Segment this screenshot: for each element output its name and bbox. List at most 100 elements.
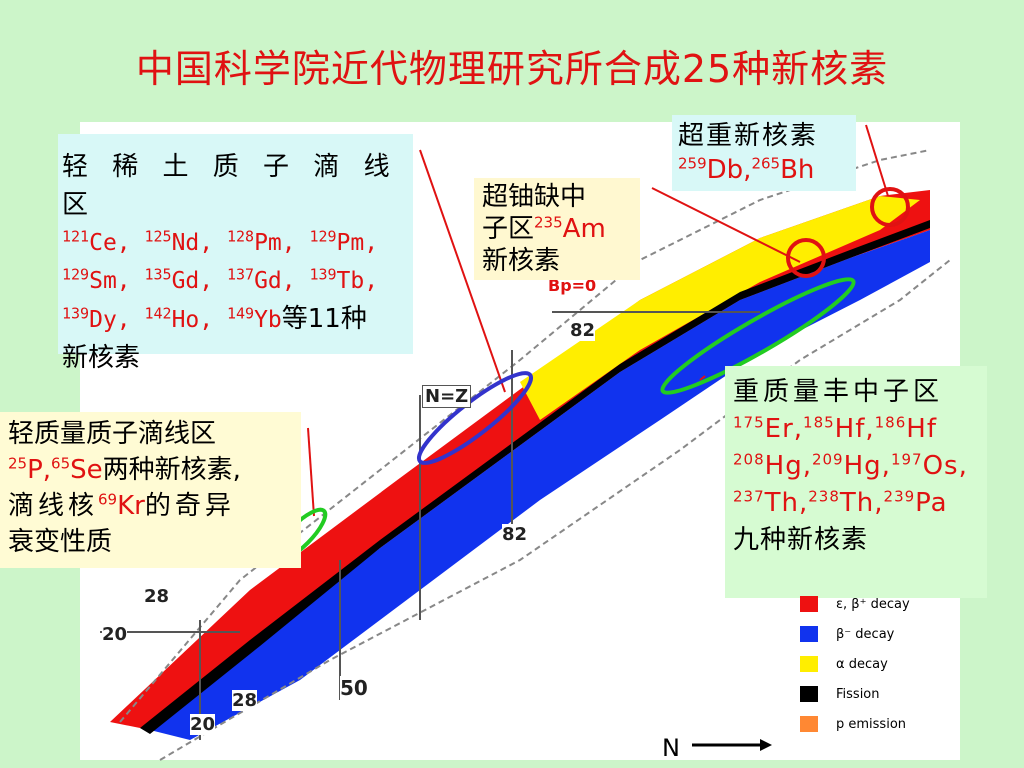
highlight-red-bh [870, 187, 910, 227]
element-symbol: Pa [915, 488, 948, 518]
light-dripline-box: 轻质量质子滴线区 25P,65Se两种新核素, 滴线核69Kr的奇异 衰变性质 [0, 412, 301, 568]
light-rare-earth-box: 轻 稀 土 质 子 滴 线 区 121Ce, 125Nd, 128Pm, 129… [58, 134, 413, 373]
legend-item: Fission [800, 684, 970, 706]
lrp-line1: 121Ce, 125Nd, 128Pm, 129Pm, [62, 224, 411, 262]
ldr-line2-tail: 两种新核素, [102, 455, 241, 485]
ldr-line2: 25P,65Se两种新核素, [8, 452, 301, 488]
legend-label: p emission [836, 717, 907, 732]
ldr-line3: 滴线核69Kr的奇异 [8, 488, 301, 524]
lrp-heading: 轻 稀 土 质 子 滴 线 区 [62, 152, 398, 220]
hnr-heading: 重质量丰中子区 [733, 377, 944, 407]
element-symbol: Tb, [336, 268, 379, 294]
legend-swatch [800, 626, 818, 642]
mass-number: 129 [62, 265, 90, 284]
element-symbol: Hf [906, 414, 937, 444]
legend-item: ε, β⁺ decay [800, 594, 970, 616]
mass-number: 25 [8, 454, 28, 473]
magic-20-bottom: 20 [190, 714, 216, 735]
arrow-head [760, 739, 772, 751]
element-symbol: Ce, [89, 230, 145, 256]
heavy-neutron-rich-box: 重质量丰中子区 175Er,185Hf,186Hf 208Hg,209Hg,19… [725, 366, 987, 598]
mass-number: 186 [874, 413, 907, 432]
magic-82-mid: 82 [502, 524, 528, 545]
element-symbol: Th, [839, 488, 884, 518]
element-symbol: Db, [706, 155, 752, 185]
mass-number: 128 [226, 227, 255, 246]
magic-82-top: 82 [570, 320, 596, 341]
mass-number: 121 [62, 227, 90, 246]
legend-swatch [800, 656, 818, 672]
lrp-line4: 新核素 [62, 343, 141, 373]
legend-item: β⁻ decay [800, 624, 970, 646]
callout-line [865, 124, 889, 197]
element-symbol: Kr [117, 491, 145, 521]
mass-number: 238 [808, 487, 840, 506]
ldr-line1: 轻质量质子滴线区 [8, 419, 217, 449]
mass-number: 139 [62, 304, 90, 323]
element-symbol: Pm, [336, 230, 379, 256]
mass-number: 265 [751, 154, 781, 173]
hnr-line4: 237Th,238Th,239Pa [733, 485, 987, 522]
sh-heading: 超重新核素 [678, 121, 819, 151]
uranium-deficient-box: 超铀缺中 子区235Am 新核素 [474, 178, 640, 280]
element-symbol: Er, [764, 414, 804, 444]
magic-50: 50 [340, 676, 368, 700]
mass-number: 237 [733, 487, 765, 506]
mass-number: 69 [98, 490, 118, 509]
element-symbol: Hf, [834, 414, 875, 444]
hnr-line3: 208Hg,209Hg,197Os, [733, 448, 987, 485]
ud-nuclide: 235Am [534, 214, 606, 244]
callout-line [651, 187, 801, 263]
mass-number: 208 [733, 450, 765, 469]
legend-item: α decay [800, 654, 970, 676]
mass-number: 239 [883, 487, 916, 506]
legend-swatch [800, 686, 818, 702]
mass-number: 129 [309, 227, 337, 246]
element-symbol: Bh [780, 155, 815, 185]
legend-label: Fission [836, 687, 880, 702]
axis-n-label: N [662, 734, 680, 762]
element-symbol: Am [562, 214, 606, 244]
mass-number: 139 [309, 265, 337, 284]
element-symbol: Ho, [171, 307, 227, 333]
element-symbol: Sm, [89, 268, 145, 294]
sh-nuclides: 259Db,265Bh [678, 153, 856, 187]
ud-prefix: 子区 [482, 214, 535, 244]
mass-number: 65 [51, 454, 71, 473]
element-symbol: Yb [254, 307, 282, 333]
element-symbol: P, [27, 455, 52, 485]
element-symbol: Pm, [254, 230, 310, 256]
magic-20-left: 20 [102, 624, 128, 645]
ldr-nuclides: 25P,65Se [8, 455, 103, 485]
element-symbol: Gd, [254, 268, 310, 294]
ud-line1: 超铀缺中 [482, 182, 587, 212]
nz-label: N=Z [422, 385, 472, 408]
ldr-nuclide3: 69Kr [98, 491, 145, 521]
legend-label: α decay [836, 657, 888, 672]
lrp-line3: 139Dy, 142Ho, 149Yb等11种 [62, 300, 411, 339]
callout-line [699, 375, 706, 381]
mass-number: 125 [144, 227, 172, 246]
element-symbol: Hg, [764, 451, 812, 481]
mass-number: 149 [226, 304, 255, 323]
lrp-line3-tail: 等11种 [281, 304, 367, 334]
element-symbol: Os, [922, 451, 968, 481]
ldr-line4: 衰变性质 [8, 527, 113, 557]
element-symbol: Nd, [171, 230, 227, 256]
ud-line2: 子区235Am [482, 213, 640, 245]
magic-28-bottom: 28 [232, 690, 258, 711]
mass-number: 175 [733, 413, 765, 432]
element-symbol: Gd, [171, 268, 227, 294]
ldr-prefix: 滴线核 [8, 491, 99, 521]
mass-number: 135 [144, 265, 172, 284]
hnr-line2: 175Er,185Hf,186Hf [733, 411, 987, 448]
highlight-red-db [786, 238, 826, 278]
mass-number: 185 [803, 413, 835, 432]
hnr-line5: 九种新核素 [733, 525, 869, 555]
chart-band [110, 190, 930, 740]
element-symbol: Th, [764, 488, 809, 518]
mass-number: 197 [890, 450, 923, 469]
ldr-line3-tail: 的奇异 [144, 491, 235, 521]
lrp-line2: 129Sm, 135Gd, 137Gd, 139Tb, [62, 262, 411, 300]
bp-label: Bp=0 [548, 276, 597, 295]
